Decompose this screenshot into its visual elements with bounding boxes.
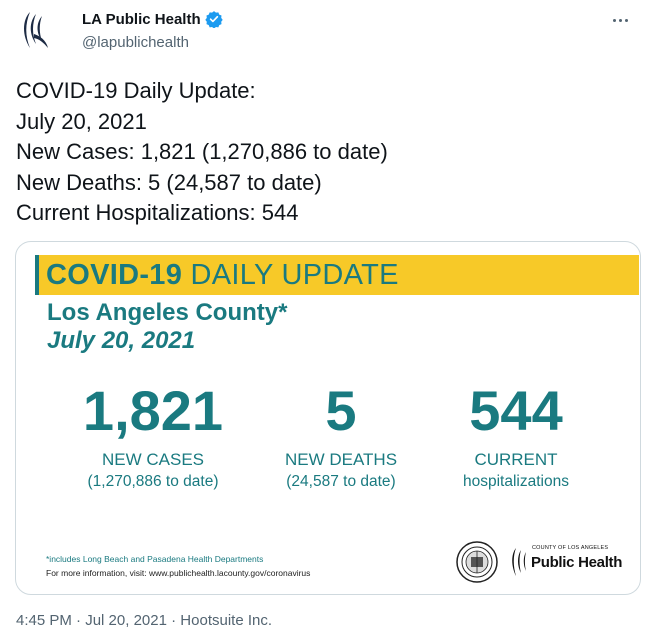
tweet-line: New Cases: 1,821 (1,270,886 to date) bbox=[16, 139, 388, 164]
banner-title-bold: COVID-19 bbox=[46, 259, 183, 291]
tweet-line: COVID-19 Daily Update: bbox=[16, 78, 256, 103]
logo-county-text: COUNTY OF LOS ANGELES bbox=[532, 545, 609, 551]
banner-accent bbox=[35, 255, 39, 295]
stat-label: NEW DEATHS bbox=[284, 450, 398, 469]
banner-title: COVID-19 DAILY UPDATE bbox=[46, 256, 399, 294]
separator: · bbox=[76, 612, 82, 629]
tweet-line: New Deaths: 5 (24,587 to date) bbox=[16, 169, 322, 195]
more-options-icon[interactable] bbox=[608, 8, 632, 32]
verified-badge-icon bbox=[204, 10, 223, 29]
stat-sub: (24,587 to date) bbox=[286, 473, 396, 490]
logo-public-health-text: Public Health bbox=[531, 554, 623, 571]
stat-sub: (1,270,886 to date) bbox=[87, 473, 219, 490]
tweet-time[interactable]: 4:45 PM bbox=[16, 612, 72, 629]
tweet-date[interactable]: Jul 20, 2021 bbox=[85, 612, 167, 629]
public-health-logo-icon bbox=[512, 548, 526, 576]
author-handle[interactable]: @lapublichealth bbox=[82, 34, 189, 51]
tweet-header: LA Public Health @lapublichealth bbox=[14, 6, 636, 58]
county-heading: Los Angeles County* bbox=[47, 299, 288, 326]
tweet-source[interactable]: Hootsuite Inc. bbox=[180, 612, 273, 629]
avatar[interactable] bbox=[14, 6, 62, 54]
tweet-line: Current Hospitalizations: 544 bbox=[16, 200, 299, 225]
stat-label: NEW CASES bbox=[101, 450, 205, 469]
media-card[interactable]: COVID-19 DAILY UPDATE Los Angeles County… bbox=[15, 241, 641, 595]
stat-hospitalizations: 544 CURRENT hospitalizations bbox=[441, 381, 591, 493]
more-info-text: For more information, visit: www.publich… bbox=[46, 568, 311, 578]
stat-new-deaths: 5 NEW DEATHS (24,587 to date) bbox=[268, 381, 414, 493]
stat-value: 544 bbox=[469, 379, 563, 442]
stat-sub: hospitalizations bbox=[463, 473, 569, 490]
stat-new-cases: 1,821 NEW CASES (1,270,886 to date) bbox=[58, 381, 248, 493]
separator: · bbox=[171, 612, 177, 629]
tweet-text: COVID-19 Daily Update: July 20, 2021 New… bbox=[16, 76, 626, 229]
stat-label: CURRENT bbox=[474, 450, 558, 469]
tweet-meta: 4:45 PM · Jul 20, 2021 · Hootsuite Inc. bbox=[16, 612, 272, 629]
update-banner bbox=[35, 255, 639, 295]
footnote: *includes Long Beach and Pasadena Health… bbox=[46, 554, 264, 564]
tweet-line: July 20, 2021 bbox=[16, 108, 147, 134]
stat-value: 5 bbox=[325, 379, 357, 442]
banner-title-rest: DAILY UPDATE bbox=[190, 259, 399, 291]
author-name[interactable]: LA Public Health bbox=[82, 10, 201, 28]
update-date: July 20, 2021 bbox=[47, 327, 196, 354]
stat-value: 1,821 bbox=[82, 379, 224, 442]
la-public-health-logo-icon bbox=[24, 12, 48, 48]
county-seal-icon bbox=[456, 541, 498, 583]
